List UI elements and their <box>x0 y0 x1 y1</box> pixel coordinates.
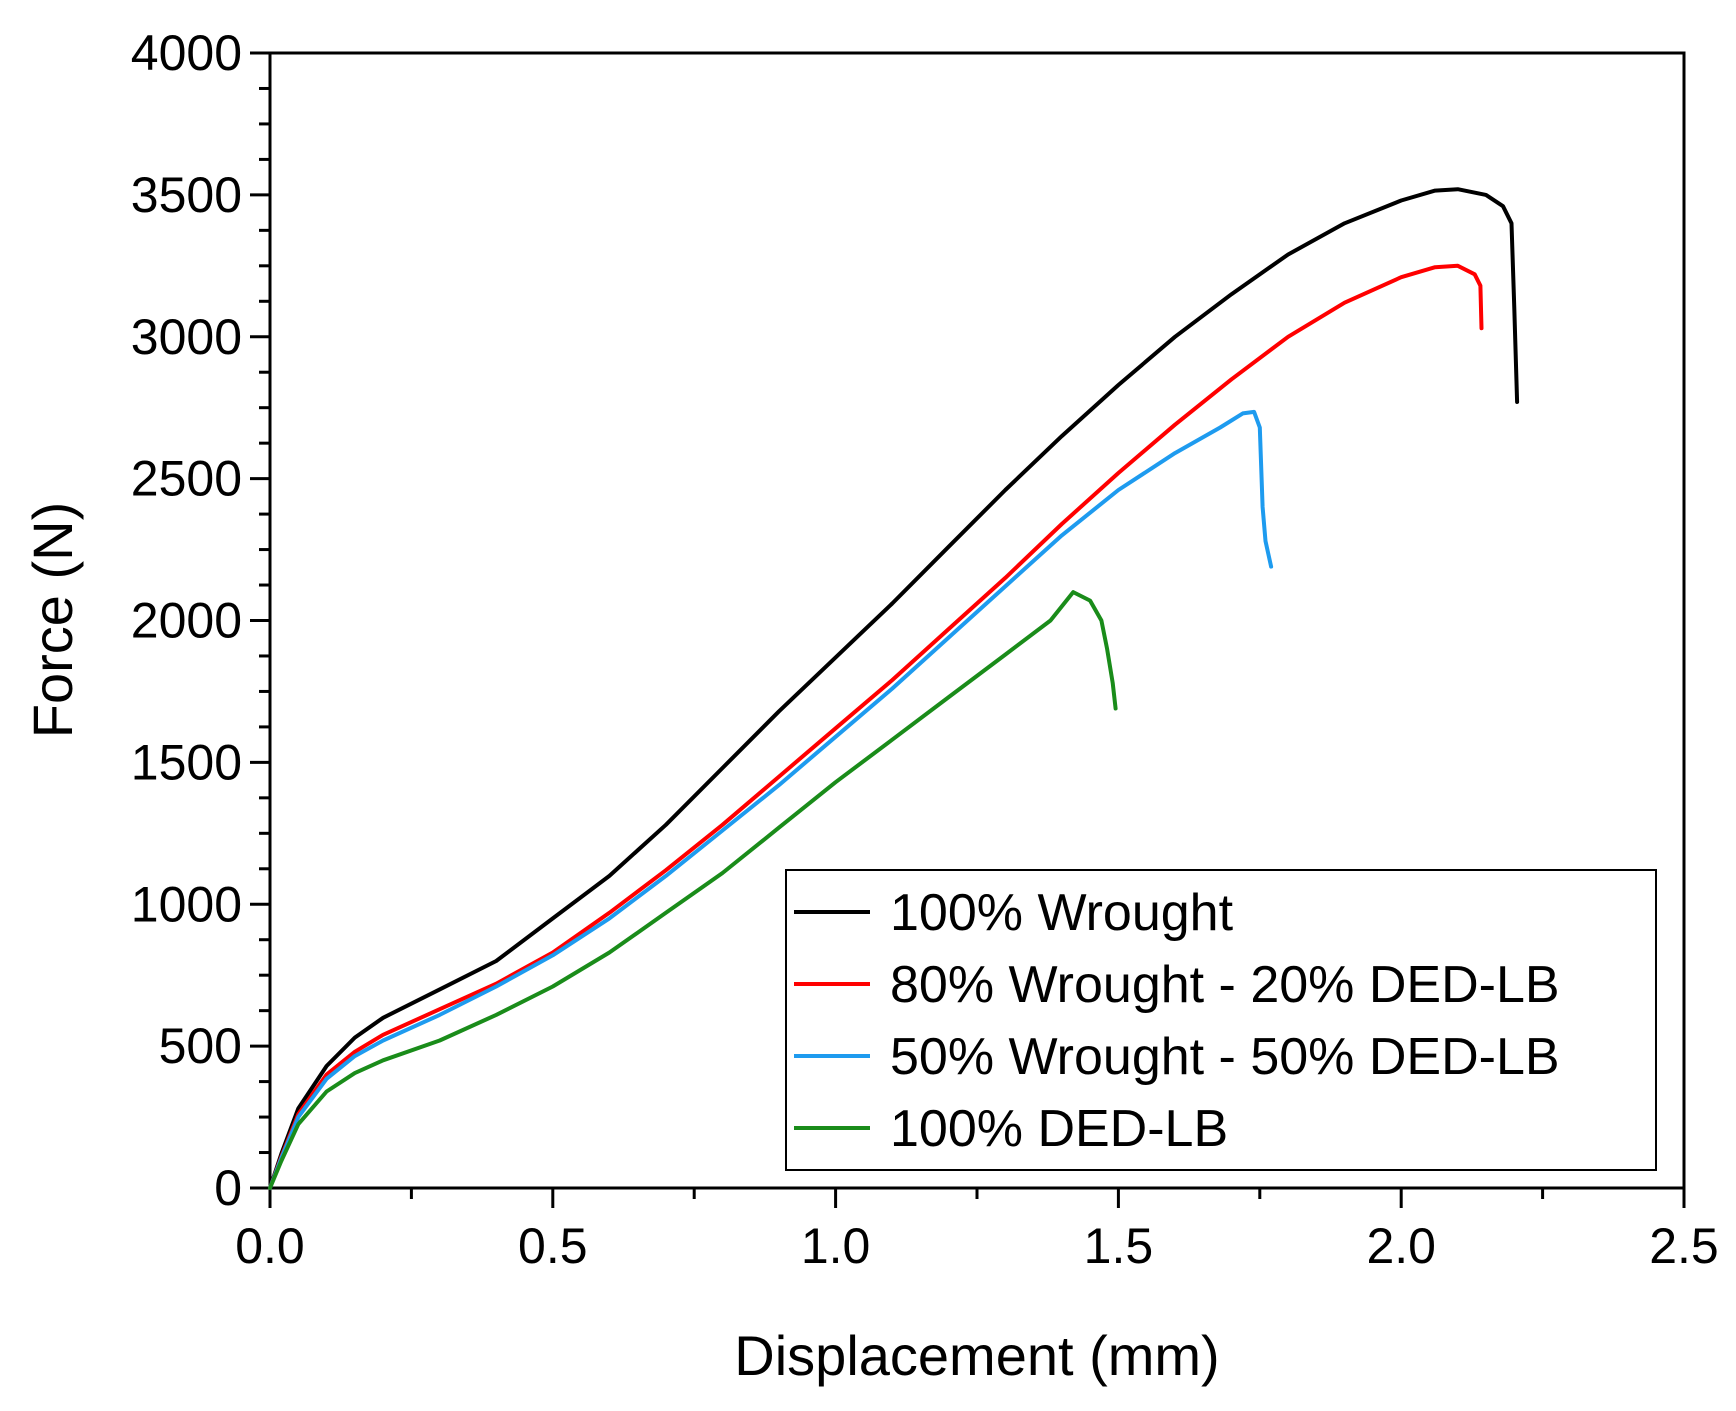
y-tick-label: 1000 <box>131 876 242 932</box>
x-tick-label: 1.5 <box>1084 1218 1154 1274</box>
y-tick-label: 3000 <box>131 309 242 365</box>
y-axis-title: Force (N) <box>21 502 84 738</box>
y-tick-label: 2500 <box>131 451 242 507</box>
y-tick-label: 500 <box>159 1018 242 1074</box>
x-tick-label: 0.0 <box>235 1218 305 1274</box>
x-axis-title: Displacement (mm) <box>734 1324 1219 1387</box>
series-line-2 <box>268 263 1484 1190</box>
legend-box <box>785 869 1657 1171</box>
series-line-1 <box>268 187 1520 1190</box>
series-line-4 <box>268 590 1118 1190</box>
x-axis-ticks: 0.0 0.5 1.0 1.5 2.0 2.5 <box>235 1188 1719 1274</box>
x-tick-label: 2.0 <box>1366 1218 1436 1274</box>
legend: 100% Wrought 80% Wrought - 20% DED-LB 50% … <box>785 869 1657 1171</box>
series-line-3 <box>268 409 1274 1190</box>
y-tick-label: 1500 <box>131 734 242 790</box>
y-axis-ticks: 0 500 1000 1500 2000 2500 3000 3500 4000 <box>131 25 270 1216</box>
legend-label-3: 50% Wrought - 50% DED-LB <box>890 1028 1560 1086</box>
y-tick-label: 0 <box>214 1160 242 1216</box>
x-tick-label: 0.5 <box>518 1218 588 1274</box>
legend-items: 100% Wrought 80% Wrought - 20% DED-LB 50% … <box>794 884 1560 1158</box>
series-lines <box>268 187 1520 1190</box>
legend-label-2: 80% Wrought - 20% DED-LB <box>890 956 1560 1014</box>
x-tick-label: 1.0 <box>801 1218 871 1274</box>
legend-label-1: 100% Wrought <box>890 884 1234 942</box>
y-tick-label: 4000 <box>131 25 242 81</box>
y-tick-label: 2000 <box>131 593 242 649</box>
legend-label-4: 100% DED-LB <box>890 1100 1228 1158</box>
x-tick-label: 2.5 <box>1649 1218 1719 1274</box>
y-tick-label: 3500 <box>131 167 242 223</box>
